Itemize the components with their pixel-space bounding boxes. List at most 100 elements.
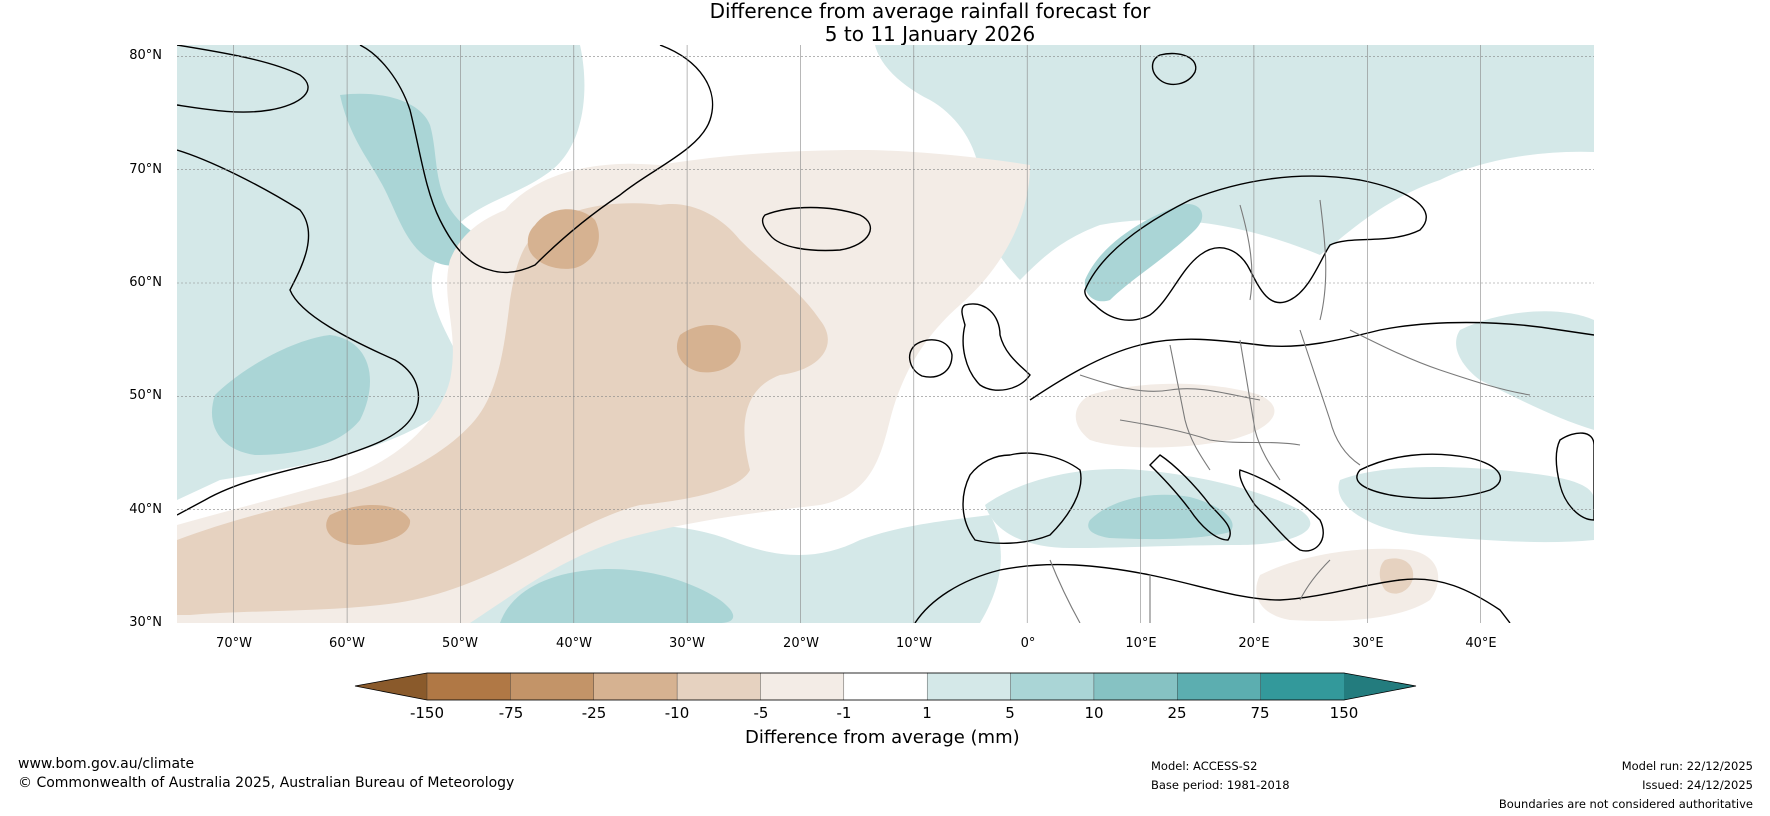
colorbar-border xyxy=(354,672,1417,701)
colorbar-segment xyxy=(676,672,762,701)
lon-label-30e: 30°E xyxy=(1352,636,1384,651)
lon-label-30w: 30°W xyxy=(669,636,705,651)
anomaly-wet-norway xyxy=(1084,204,1203,302)
lon-label-10e: 10°E xyxy=(1125,636,1157,651)
title-line-2: 5 to 11 January 2026 xyxy=(824,22,1036,46)
colorbar-segment xyxy=(1010,672,1095,701)
colorbar-tick: 10 xyxy=(1084,704,1104,722)
colorbar-extend-low xyxy=(355,673,427,700)
meridians xyxy=(233,45,1481,623)
anomaly-wet-subtropical-core xyxy=(500,569,734,623)
lon-label-10w: 10°W xyxy=(896,636,932,651)
coast-canada-arctic xyxy=(177,45,309,113)
colorbar-tick: -150 xyxy=(409,704,445,722)
lon-label-60w: 60°W xyxy=(329,636,365,651)
coast-greenland xyxy=(359,45,714,274)
map-canvas xyxy=(177,45,1594,623)
coast-labrador xyxy=(177,149,420,516)
colorbar xyxy=(354,672,1417,701)
lat-label-30n: 30°N xyxy=(129,615,162,630)
colorbar-tick: -75 xyxy=(498,704,524,722)
title-line-1: Difference from average rainfall forecas… xyxy=(709,0,1151,23)
colorbar-segment xyxy=(1093,672,1178,701)
coast-north-africa xyxy=(914,563,1511,623)
colorbar-segment xyxy=(1260,672,1345,701)
anomaly-dry-mid-core xyxy=(676,324,741,373)
border-10 xyxy=(1049,559,1081,623)
colorbar-tick: 75 xyxy=(1250,704,1270,722)
border-4 xyxy=(1299,329,1361,466)
colorbar-segment xyxy=(426,672,512,701)
colorbar-tick: 25 xyxy=(1167,704,1187,722)
border-2 xyxy=(1169,344,1211,471)
coast-british-isles xyxy=(961,303,1031,391)
border-5 xyxy=(1119,419,1301,446)
country-borders xyxy=(1049,199,1531,623)
anomaly-wet-greenland-coast xyxy=(340,93,485,266)
lon-label-40w: 40°W xyxy=(556,636,592,651)
colorbar-tick: 1 xyxy=(922,704,932,722)
border-8 xyxy=(1239,204,1253,301)
coast-iberia xyxy=(962,452,1082,544)
coast-ireland xyxy=(908,339,953,378)
colorbar-tick: 5 xyxy=(1005,704,1015,722)
parallels xyxy=(177,55,1594,510)
graticule xyxy=(177,45,1594,623)
colorbar-segment xyxy=(510,672,595,701)
colorbar-tick: 150 xyxy=(1329,704,1359,722)
lon-label-20w: 20°W xyxy=(783,636,819,651)
anomaly-wet-arctic xyxy=(875,45,1594,280)
anomaly-dry-europe xyxy=(1075,383,1275,448)
anomaly-wet-tyrrhenian xyxy=(1088,494,1233,540)
lon-label-70w: 70°W xyxy=(216,636,252,651)
lat-label-40n: 40°N xyxy=(129,502,162,517)
border-9 xyxy=(1299,559,1331,601)
colorbar-outline xyxy=(354,672,1417,701)
border-6 xyxy=(1349,329,1531,396)
border-3 xyxy=(1239,339,1281,481)
border-7 xyxy=(1319,199,1327,321)
colorbar-segment xyxy=(760,672,845,701)
coast-iceland xyxy=(761,206,872,252)
colorbar-extend-high xyxy=(1344,673,1416,700)
coast-black-sea xyxy=(1356,453,1502,499)
website-link[interactable]: www.bom.gov.au/climate xyxy=(18,756,195,772)
colorbar-tick: -1 xyxy=(836,704,852,722)
lon-label-40e: 40°E xyxy=(1465,636,1497,651)
base-period: Base period: 1981-2018 xyxy=(1151,778,1290,792)
issued-date: Issued: 24/12/2025 xyxy=(1642,778,1753,792)
anomaly-wet-black-sea xyxy=(1338,467,1594,543)
chart-title: Difference from average rainfall forecas… xyxy=(0,0,1770,46)
colorbar-tick: -5 xyxy=(753,704,769,722)
colorbar-tick: -10 xyxy=(664,704,690,722)
copyright-notice: © Commonwealth of Australia 2025, Austra… xyxy=(18,775,515,791)
lon-label-0: 0° xyxy=(1020,636,1036,651)
anomaly-dry-levant-core xyxy=(1379,558,1414,594)
coast-caspian xyxy=(1555,432,1594,521)
anomaly-wet-newfoundland xyxy=(211,335,370,455)
coast-italy xyxy=(1149,454,1231,541)
model-name: Model: ACCESS-S2 xyxy=(1151,759,1258,773)
coast-europe-mainland xyxy=(1029,321,1594,401)
colorbar-segment xyxy=(1177,672,1262,701)
lat-label-50n: 50°N xyxy=(129,388,162,403)
colorbar-tick: -25 xyxy=(581,704,607,722)
colorbar-segments xyxy=(426,672,1345,701)
colorbar-segment xyxy=(926,672,1012,701)
colorbar-segment xyxy=(843,672,928,701)
anomaly-wet-russia xyxy=(1456,311,1594,430)
coast-balkans xyxy=(1238,469,1324,552)
colorbar-segment xyxy=(593,672,678,701)
lat-label-60n: 60°N xyxy=(129,275,162,290)
model-run-date: Model run: 22/12/2025 xyxy=(1621,759,1753,773)
coastlines xyxy=(177,45,1594,623)
boundaries-disclaimer: Boundaries are not considered authoritat… xyxy=(1498,797,1753,811)
lat-label-80n: 80°N xyxy=(129,48,162,63)
lon-label-20e: 20°E xyxy=(1238,636,1270,651)
lat-label-70n: 70°N xyxy=(129,162,162,177)
coast-scandinavia xyxy=(1084,175,1427,321)
border-1 xyxy=(1079,374,1261,401)
colorbar-label: Difference from average (mm) xyxy=(745,727,1020,748)
lon-label-50w: 50°W xyxy=(442,636,478,651)
